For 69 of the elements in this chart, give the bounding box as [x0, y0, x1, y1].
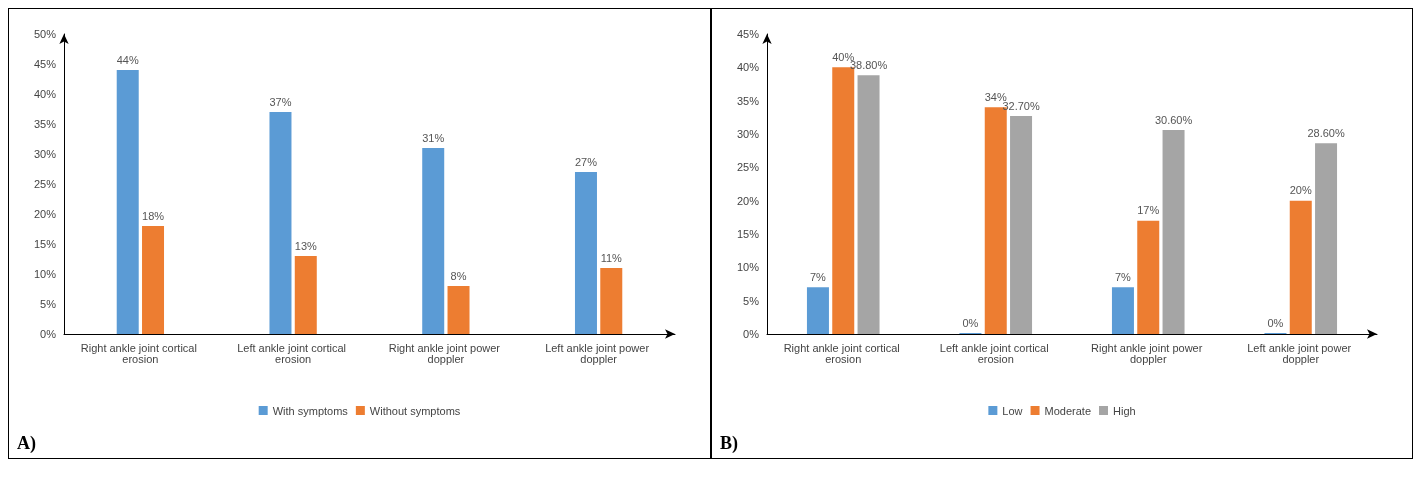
- data-label: 11%: [600, 251, 623, 264]
- y-tick-label: 5%: [743, 294, 760, 307]
- bar: [806, 287, 829, 334]
- y-tick-label: 20%: [33, 208, 57, 220]
- legend-label: Moderate: [1044, 404, 1092, 417]
- data-label: 7%: [1115, 270, 1132, 283]
- bar: [447, 286, 470, 334]
- x-tick-label: Left ankle joint power doppler: [545, 341, 653, 365]
- data-label: 8%: [450, 269, 467, 282]
- bar: [422, 148, 445, 334]
- x-tick-label: Left ankle joint cortical erosion: [939, 341, 1052, 365]
- y-tick-label: 40%: [736, 61, 760, 74]
- y-tick-label: 45%: [33, 58, 57, 70]
- data-label: 27%: [574, 155, 598, 168]
- y-tick-label: 10%: [33, 268, 57, 280]
- y-tick-label: 5%: [40, 298, 57, 310]
- text: A): [16, 432, 37, 455]
- bar: [1111, 287, 1134, 334]
- y-tick-label: 45%: [736, 28, 760, 40]
- y-tick-label: 30%: [736, 128, 760, 140]
- x-tick-label: Right ankle joint power doppler: [388, 341, 504, 365]
- y-tick-label: 30%: [33, 148, 57, 160]
- data-label: 37%: [269, 95, 292, 108]
- bar: [1315, 143, 1338, 334]
- data-label: 30.60%: [1154, 113, 1193, 126]
- y-tick-label: 0%: [40, 328, 57, 340]
- x-tick-label: Right ankle joint cortical erosion: [783, 341, 903, 365]
- data-label: 0%: [962, 316, 979, 329]
- x-tick-label: Right ankle joint cortical erosion: [80, 341, 200, 365]
- bar: [116, 70, 139, 334]
- legend-label: Low: [1002, 404, 1023, 417]
- y-tick-label: 15%: [736, 228, 760, 240]
- bar: [294, 256, 317, 334]
- bar: [600, 268, 623, 334]
- data-label: 31%: [422, 131, 445, 144]
- x-tick-label: Left ankle joint power doppler: [1247, 341, 1355, 365]
- x-tick-label: Right ankle joint power doppler: [1091, 341, 1206, 365]
- data-label: 20%: [1289, 184, 1312, 197]
- bar: [1162, 130, 1185, 334]
- y-tick-label: 25%: [736, 161, 760, 174]
- legend-label: High: [1113, 404, 1136, 417]
- y-tick-label: 10%: [736, 261, 760, 274]
- text: B): [719, 432, 739, 455]
- y-tick-label: 15%: [33, 238, 57, 250]
- y-tick-label: 35%: [736, 94, 760, 107]
- data-label: 44%: [116, 53, 139, 66]
- data-label: 0%: [1267, 316, 1284, 329]
- data-label: 13%: [294, 239, 317, 252]
- legend-label: Without symptoms: [369, 404, 461, 417]
- y-tick-label: 25%: [33, 178, 57, 190]
- y-tick-label: 50%: [33, 28, 57, 40]
- y-tick-label: 0%: [743, 328, 760, 340]
- data-label: 17%: [1137, 204, 1160, 217]
- bar: [574, 172, 597, 334]
- y-tick-label: 40%: [33, 88, 57, 100]
- legend-label: With symptoms: [272, 404, 349, 417]
- bar: [857, 75, 880, 334]
- bar: [832, 67, 855, 334]
- y-tick-label: 20%: [736, 194, 760, 207]
- bar: [1010, 116, 1033, 334]
- x-tick-label: Left ankle joint cortical erosion: [237, 341, 350, 365]
- bar: [142, 226, 165, 334]
- y-tick-label: 35%: [33, 118, 57, 130]
- bar: [269, 112, 292, 334]
- data-label: 18%: [142, 209, 165, 222]
- data-label: 28.60%: [1307, 126, 1345, 139]
- data-label: 7%: [810, 270, 827, 283]
- bar: [1137, 220, 1160, 334]
- bar: [1289, 200, 1312, 334]
